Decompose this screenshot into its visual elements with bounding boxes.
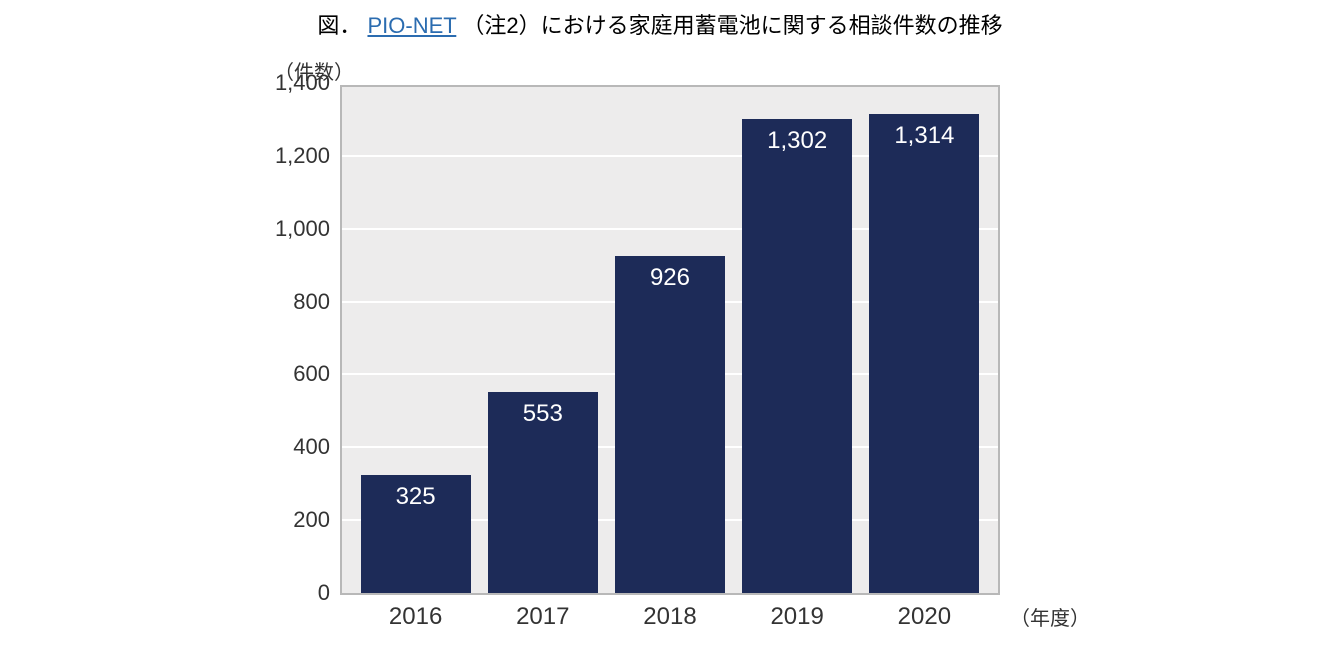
bar-group: 3252016 xyxy=(361,475,471,593)
x-tick-label: 2017 xyxy=(516,603,569,631)
bar: 1,314 xyxy=(869,114,979,593)
bar-chart: 02004006008001,0001,2001,400 32520165532… xyxy=(340,85,1000,595)
bar: 325 xyxy=(361,475,471,593)
y-tick-label: 0 xyxy=(318,580,330,606)
x-tick-label: 2019 xyxy=(770,603,823,631)
y-tick-label: 600 xyxy=(293,361,330,387)
y-tick-label: 1,400 xyxy=(275,70,330,96)
bar-group: 1,3142020 xyxy=(869,114,979,593)
bar-group: 1,3022019 xyxy=(742,119,852,593)
title-suffix: （注2）における家庭用蓄電池に関する相談件数の推移 xyxy=(462,13,1002,38)
y-tick-label: 1,000 xyxy=(275,216,330,242)
bar-value-label: 325 xyxy=(396,483,436,511)
y-tick-label: 1,200 xyxy=(275,143,330,169)
y-tick-label: 200 xyxy=(293,507,330,533)
title-prefix: 図． xyxy=(317,13,361,38)
chart-title: 図． PIO-NET （注2）における家庭用蓄電池に関する相談件数の推移 xyxy=(0,8,1320,40)
bar-value-label: 1,302 xyxy=(767,127,827,155)
bar-group: 5532017 xyxy=(488,392,598,593)
gridline xyxy=(342,82,998,84)
bar-group: 9262018 xyxy=(615,256,725,593)
bar-value-label: 1,314 xyxy=(894,122,954,150)
bar-value-label: 926 xyxy=(650,264,690,292)
x-axis-label: （年度） xyxy=(1010,602,1090,631)
pionet-link[interactable]: PIO-NET xyxy=(367,13,456,38)
x-tick-label: 2016 xyxy=(389,603,442,631)
bars-container: 3252016553201792620181,30220191,3142020 xyxy=(342,87,998,593)
bar-value-label: 553 xyxy=(523,400,563,428)
x-tick-label: 2018 xyxy=(643,603,696,631)
bar: 553 xyxy=(488,392,598,593)
y-tick-label: 800 xyxy=(293,289,330,315)
x-tick-label: 2020 xyxy=(898,603,951,631)
bar: 926 xyxy=(615,256,725,593)
y-tick-label: 400 xyxy=(293,434,330,460)
bar: 1,302 xyxy=(742,119,852,593)
